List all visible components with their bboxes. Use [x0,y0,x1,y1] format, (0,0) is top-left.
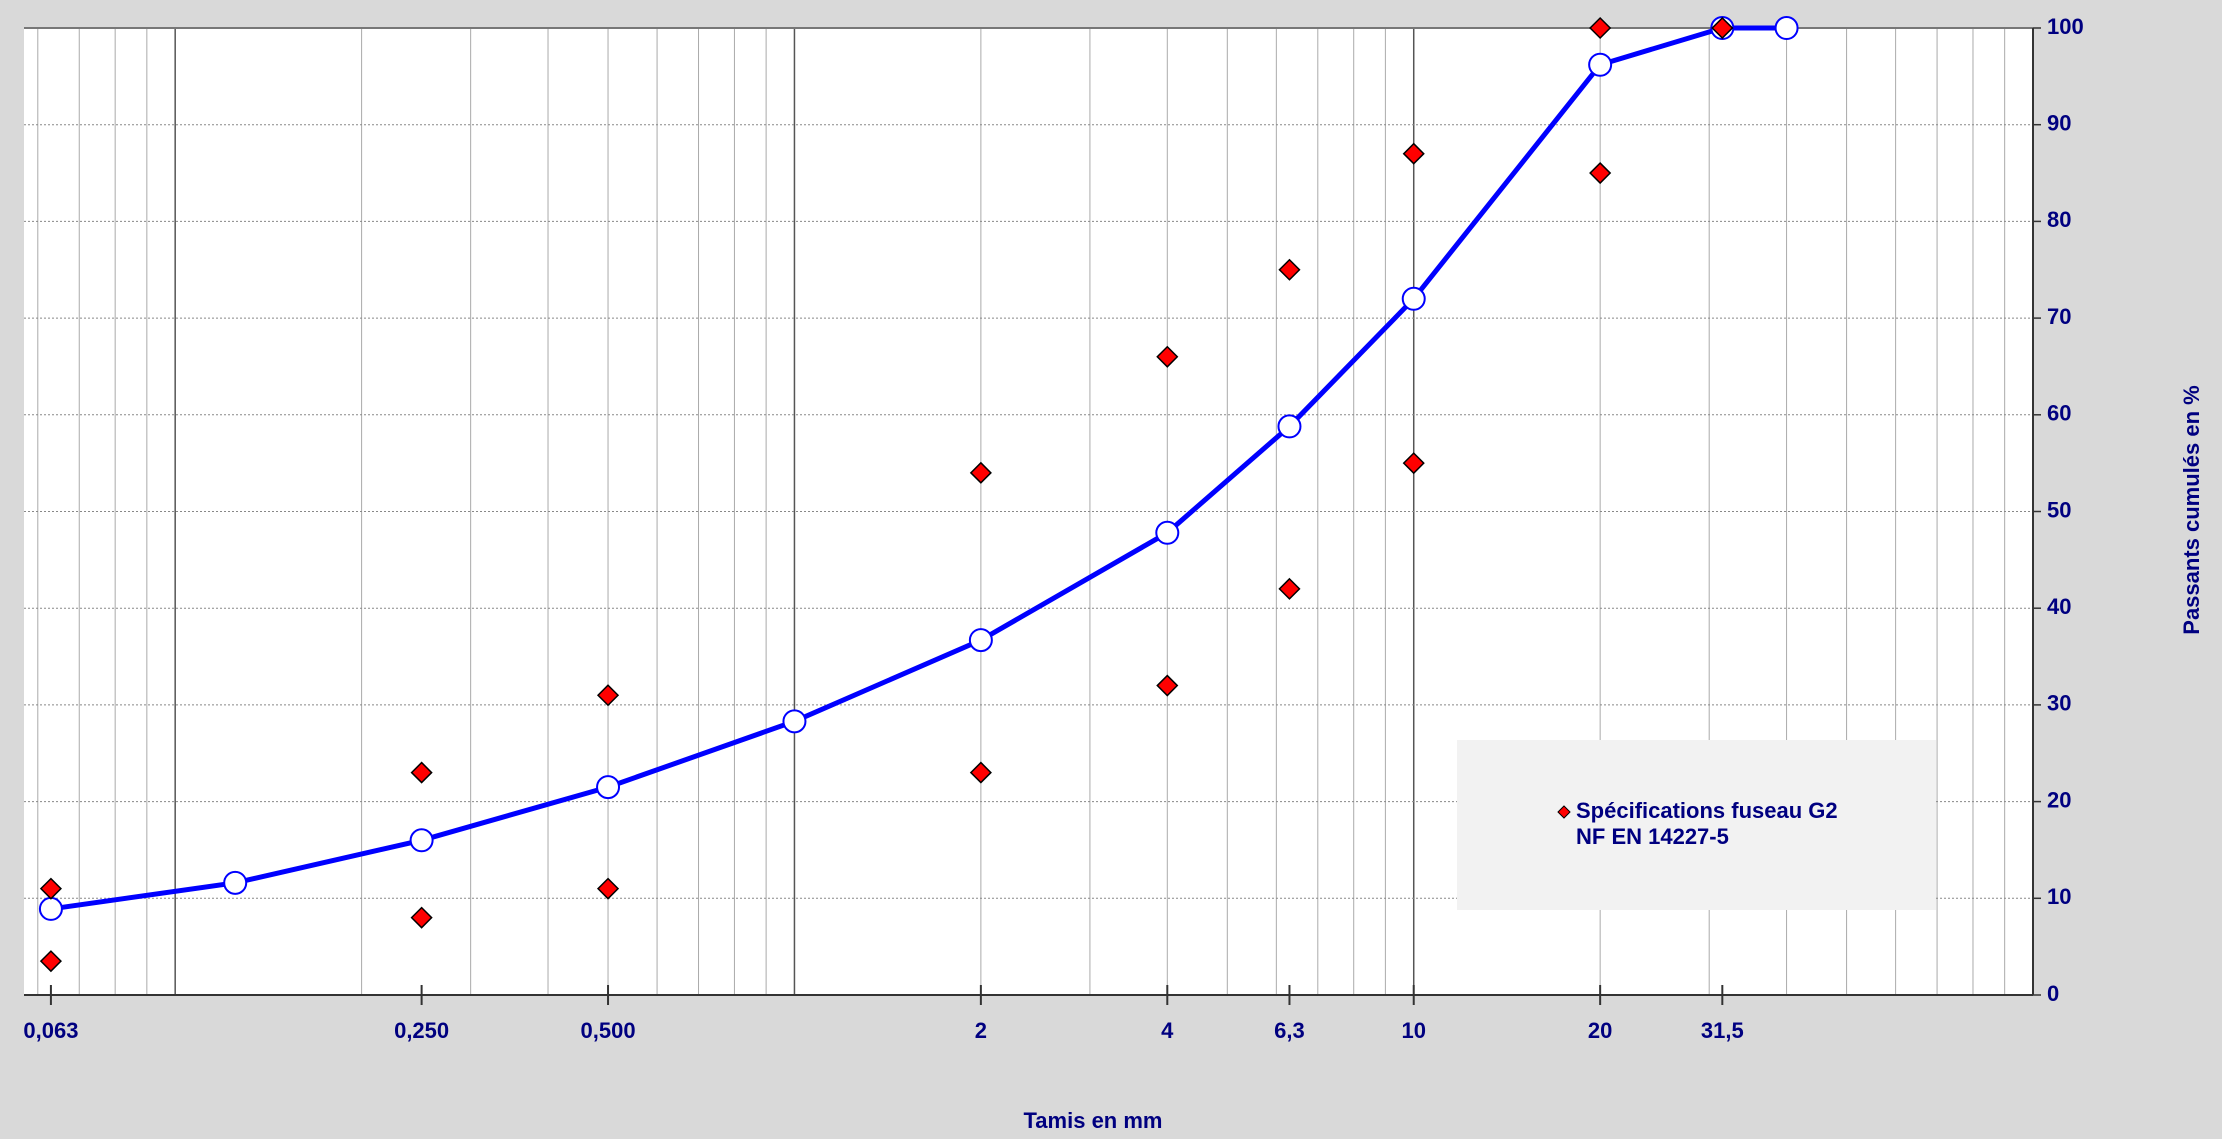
point [38,896,63,921]
x-tick-label: 10 [1401,1018,1425,1043]
x-tick-label: 31,5 [1701,1018,1744,1043]
y-tick-label: 90 [2047,111,2071,136]
point [409,828,434,853]
point [1401,286,1426,311]
x-tick-label: 0,063 [23,1018,78,1043]
spec-point [1402,142,1425,165]
spec-point [1711,16,1734,40]
y-tick-label: 30 [2047,691,2071,716]
spec-point [969,461,992,484]
x-tick-label: 0,500 [581,1018,636,1043]
y-tick-label: 100 [2047,14,2084,39]
x-tick-label: 6,3 [1274,1018,1305,1043]
y-axis-title: Passants cumulés en % [2179,385,2204,634]
y-tick-label: 80 [2047,207,2071,232]
y-tick-label: 60 [2047,401,2071,426]
spec-point [596,684,620,707]
y-tick-label: 20 [2047,787,2071,812]
curve [50,25,1787,912]
y-tick-label: 70 [2047,304,2071,329]
legend-marker [1557,805,1571,819]
y-tick-label: 0 [2047,981,2059,1006]
x-tick-label: 2 [975,1018,987,1043]
spec-point [39,950,62,973]
spec-point [1589,16,1612,40]
point [968,628,993,653]
y-tick-label: 50 [2047,497,2071,522]
spec-point [1402,452,1425,475]
spec-point [596,877,620,900]
spec-point [410,906,433,929]
point [1155,520,1180,545]
y-tick-label: 40 [2047,594,2071,619]
legend-label: Spécifications fuseau G2 [1576,798,1838,823]
spec-point [969,761,992,784]
point [1774,16,1799,40]
point [596,775,621,800]
x-axis-title: Tamis en mm [1024,1108,1163,1133]
spec-point [1156,345,1179,368]
legend-note: NF EN 14227-5 [1576,824,1729,849]
point [1277,414,1302,439]
spec-point [1589,161,1612,185]
spec-point [39,877,62,900]
spec-point [1278,258,1301,281]
point [782,709,807,734]
spec-point [410,761,433,784]
x-tick-label: 0,250 [394,1018,449,1043]
x-tick-label: 4 [1161,1018,1174,1043]
spec-point [1278,577,1301,600]
x-tick-label: 20 [1588,1018,1612,1043]
y-tick-label: 10 [2047,884,2071,909]
point [1588,52,1613,77]
point [223,870,248,895]
legend [1457,740,1936,910]
spec-point [1156,674,1179,697]
